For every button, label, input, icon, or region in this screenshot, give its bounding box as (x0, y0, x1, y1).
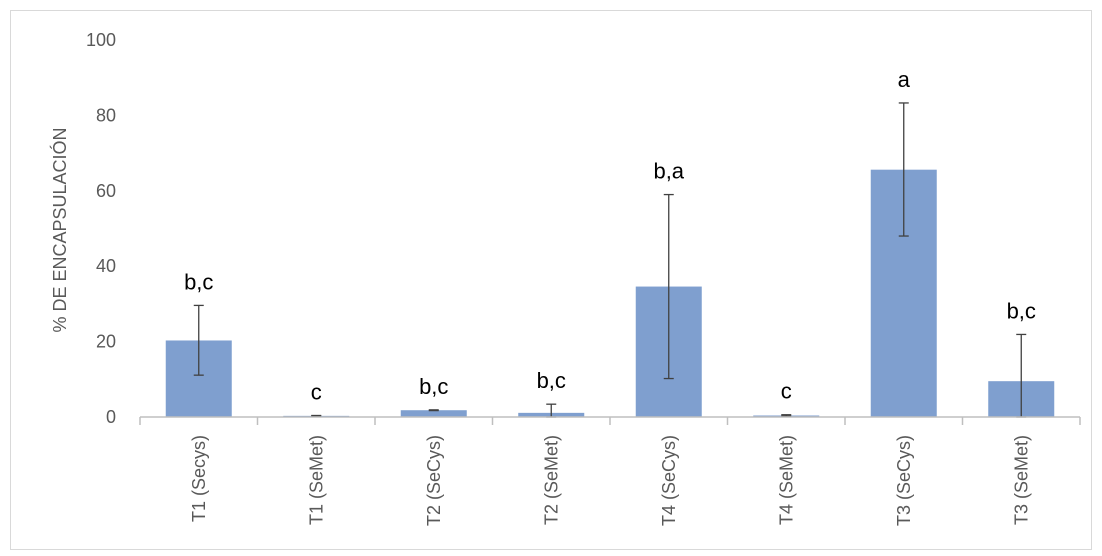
y-tick-label: 40 (96, 256, 116, 276)
x-tick-label: T4 (SeCys) (659, 435, 679, 526)
bars (165, 169, 1055, 417)
significance-label: c (311, 379, 322, 404)
y-tick-label: 100 (86, 30, 116, 50)
x-tick-label: T1 (SeMet) (306, 435, 326, 525)
x-tick-label: T2 (SeCys) (424, 435, 444, 526)
significance-label: b,c (419, 374, 448, 399)
y-axis-label: % DE ENCAPSULACIÓN (49, 127, 70, 332)
significance-label: b,c (184, 269, 213, 294)
x-tick-label: T1 (Secys) (189, 435, 209, 522)
y-tick-label: 20 (96, 332, 116, 352)
y-tick-label: 60 (96, 181, 116, 201)
significance-label: b,c (1007, 298, 1036, 323)
y-axis-ticks: 0 20 40 60 80 100 (86, 30, 116, 427)
x-tick-label: T2 (SeMet) (541, 435, 561, 525)
x-tick-label: T4 (SeMet) (776, 435, 796, 525)
bar (400, 410, 467, 417)
x-axis-ticks: T1 (Secys) T1 (SeMet) T2 (SeCys) T2 (SeMet)… (139, 417, 1081, 526)
significance-label: b,c (537, 368, 566, 393)
significance-label: a (898, 67, 911, 92)
significance-label: c (781, 379, 792, 404)
significance-label: b,a (653, 159, 684, 184)
y-tick-label: 80 (96, 105, 116, 125)
x-tick-label: T3 (SeMet) (1011, 435, 1031, 525)
y-tick-label: 0 (106, 407, 116, 427)
x-tick-label: T3 (SeCys) (894, 435, 914, 526)
significance-labels: b,c c b,c b,c b,a c a b,c (184, 67, 1036, 405)
